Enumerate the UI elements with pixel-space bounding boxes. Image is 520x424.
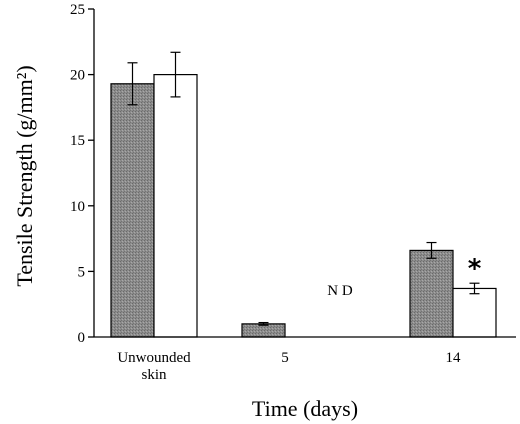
x-axis-title: Time (days) — [252, 396, 358, 421]
error-bar-series2-1 — [170, 51, 181, 98]
x-category-label: skin — [141, 367, 167, 383]
y-tick-label: 20 — [70, 68, 85, 84]
y-axis-title: Tensile Strength (g/mm²) — [12, 65, 37, 286]
bar-series2-3 — [452, 287, 497, 338]
not-determined-label: N D — [327, 283, 353, 299]
error-bars — [127, 51, 480, 326]
y-tick-label: 25 — [70, 2, 85, 18]
error-bar-series1-2 — [258, 321, 269, 326]
significance-star: * — [468, 254, 482, 284]
x-category-label: 14 — [446, 350, 462, 366]
y-tick-label: 5 — [78, 264, 86, 280]
y-tick-label: 15 — [70, 133, 85, 149]
bar-series1-1 — [110, 83, 155, 338]
bar-series2-1 — [153, 73, 198, 338]
y-axis-ticks: 0 5 10 15 20 25 — [70, 2, 94, 346]
bars — [110, 73, 497, 338]
x-category-label: 5 — [281, 350, 289, 366]
y-tick-label: 0 — [78, 330, 86, 346]
error-bar-series1-1 — [127, 62, 138, 106]
error-bar-series1-3 — [426, 241, 437, 259]
bar-series1-3 — [409, 249, 454, 338]
error-bar-series2-3 — [469, 282, 480, 295]
bar-series1-2 — [241, 323, 286, 338]
y-tick-label: 10 — [70, 199, 85, 215]
x-category-label: Unwounded — [117, 350, 191, 366]
